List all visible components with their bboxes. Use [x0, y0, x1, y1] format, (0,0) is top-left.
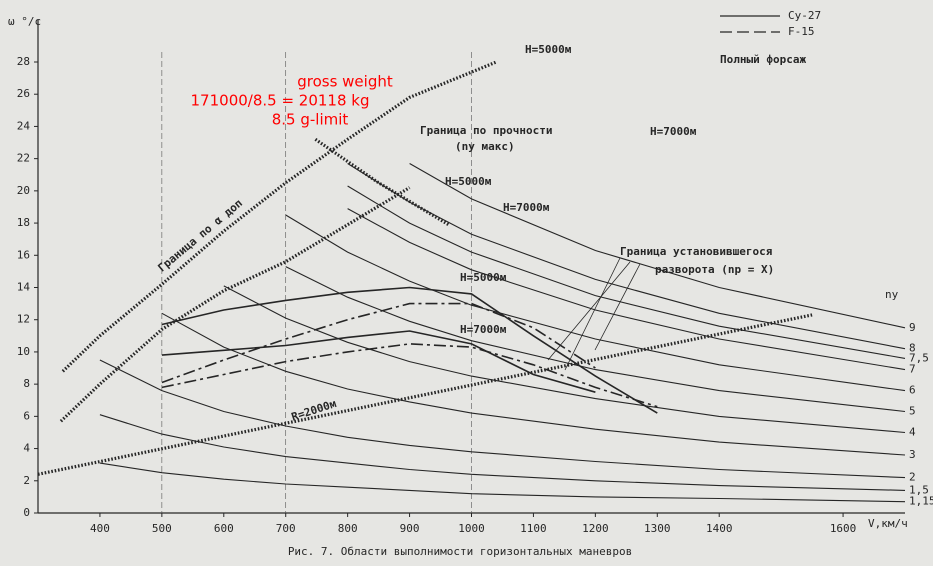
legend-note: Полный форсаж [720, 53, 806, 66]
pointer [594, 263, 641, 351]
ny-line [285, 214, 906, 392]
ny-line [347, 185, 906, 359]
pointer [547, 261, 631, 361]
x-tick-label: 1000 [458, 522, 485, 535]
y-tick-label: 2 [23, 474, 30, 487]
ny-line [285, 266, 906, 413]
ny-line [347, 208, 906, 371]
series-name: 1,5 [909, 483, 929, 496]
series-name: 5 [909, 405, 916, 418]
x-tick-label: 1400 [706, 522, 733, 535]
annotation: Граница по прочности [420, 124, 552, 137]
y-tick-label: 26 [17, 87, 30, 100]
x-tick-label: 600 [214, 522, 234, 535]
envelope-curve [37, 313, 813, 476]
y-tick-label: 16 [17, 248, 30, 261]
series-name: 6 [909, 384, 916, 397]
legend-label: Су-27 [788, 9, 821, 22]
legend-label: F-15 [788, 25, 815, 38]
series-name: 3 [909, 448, 916, 461]
annotation: H=7000м [650, 125, 697, 138]
x-tick-label: 1300 [644, 522, 671, 535]
note: 171000/8.5 = 20118 kg [191, 92, 370, 110]
x-tick-label: 500 [152, 522, 172, 535]
y-tick-label: 12 [17, 313, 30, 326]
x-tick-label: 900 [400, 522, 420, 535]
chart-title: Рис. 7. Области выполнимости горизонталь… [288, 545, 632, 558]
series-name: 8 [909, 342, 916, 355]
series-name: 4 [909, 425, 916, 438]
y-tick-label: 0 [23, 506, 30, 519]
y-axis-label: ω °/c [8, 15, 41, 28]
note: 8.5 g-limit [272, 111, 349, 129]
annotation: H=5000м [460, 271, 507, 284]
annotation: (nу макс) [455, 140, 515, 153]
note: gross weight [297, 73, 393, 91]
series-name: 2 [909, 471, 916, 484]
series-name: 9 [909, 321, 916, 334]
pointer [564, 257, 621, 371]
annotation: H=5000м [445, 175, 492, 188]
x-tick-label: 700 [276, 522, 296, 535]
annotation: H=7000м [503, 201, 550, 214]
y-tick-label: 20 [17, 184, 30, 197]
series-label: nу [885, 288, 899, 301]
x-axis-label: V,км/ч [868, 517, 908, 530]
y-tick-label: 4 [23, 442, 30, 455]
ny-line [161, 312, 906, 456]
ny-line [99, 359, 906, 479]
x-tick-label: 400 [90, 522, 110, 535]
annotation: H=5000м [525, 43, 572, 56]
x-tick-label: 800 [338, 522, 358, 535]
y-tick-label: 18 [17, 216, 30, 229]
series-name: 1,15 [909, 495, 933, 508]
ny-line [347, 163, 906, 350]
annotation: разворота (nр = X) [655, 263, 774, 276]
x-tick-label: 1600 [830, 522, 857, 535]
envelope-curve [61, 60, 497, 373]
y-tick-label: 22 [17, 152, 30, 165]
y-tick-label: 6 [23, 409, 30, 422]
y-tick-label: 28 [17, 55, 30, 68]
envelope-curve [161, 330, 596, 393]
ny-line [99, 462, 906, 503]
ny-line [99, 414, 906, 491]
series-name: 7 [909, 363, 916, 376]
y-tick-label: 24 [17, 119, 31, 132]
y-tick-label: 8 [23, 377, 30, 390]
series-name: 7,5 [909, 351, 929, 364]
annotation: Граница установившегося [620, 245, 772, 258]
ny-line [409, 163, 906, 329]
envelope-curve [161, 302, 596, 384]
x-tick-label: 1100 [520, 522, 547, 535]
y-tick-label: 10 [17, 345, 30, 358]
y-tick-label: 14 [17, 281, 31, 294]
annotation: H=7000м [460, 323, 507, 336]
ny-line [223, 285, 906, 434]
x-tick-label: 1200 [582, 522, 609, 535]
envelope-curve [161, 343, 658, 408]
